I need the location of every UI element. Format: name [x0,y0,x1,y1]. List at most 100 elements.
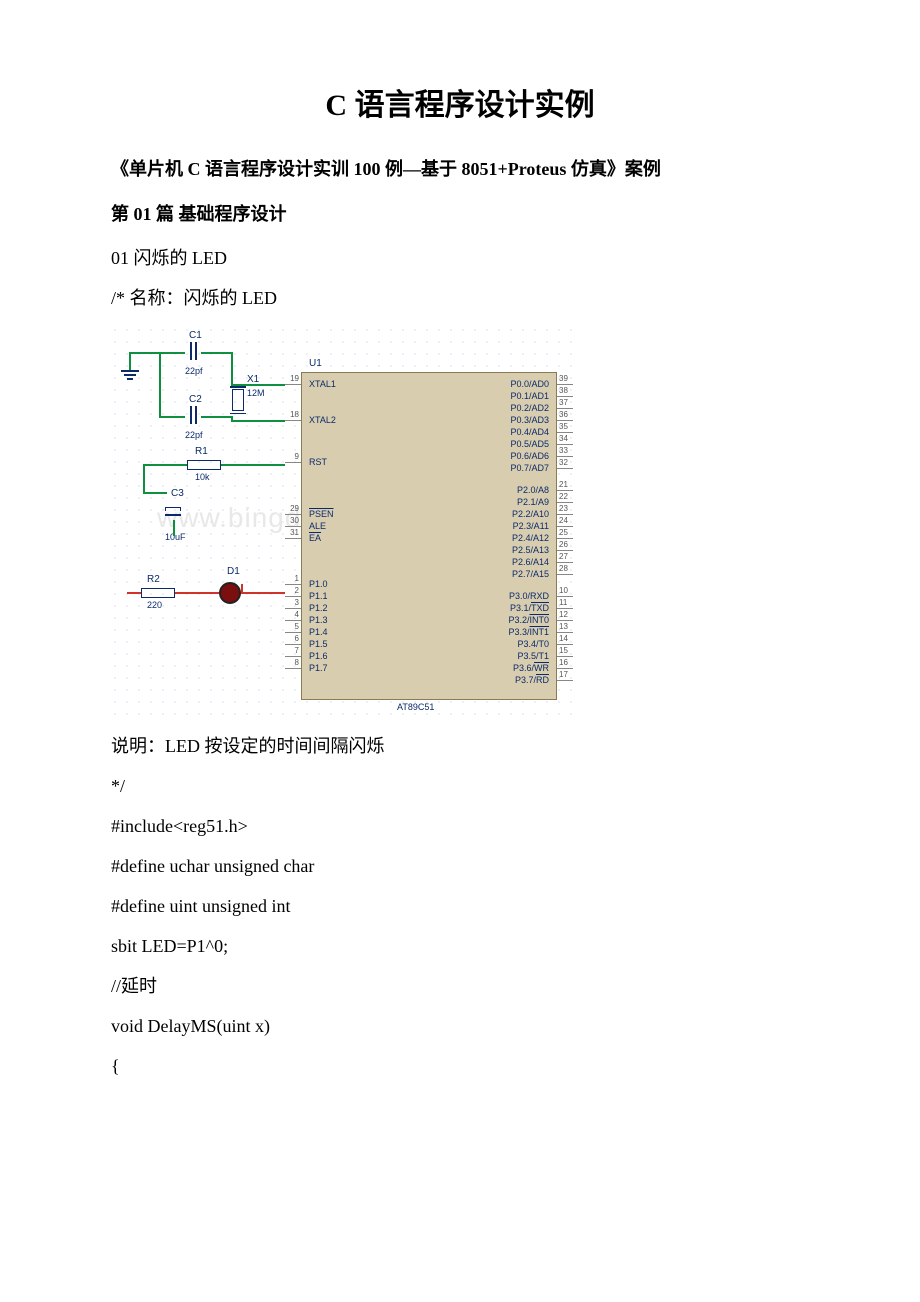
code-line: sbit LED=P1^0; [75,928,845,964]
pin-number: 22 [559,492,568,501]
pin-label: P0.5/AD5 [510,439,549,449]
pin-line [285,538,301,539]
wire [241,592,285,594]
pin-label: P0.4/AD4 [510,427,549,437]
pin-label: P1.2 [309,603,328,613]
pin-line [557,444,573,445]
pin-number: 24 [559,516,568,525]
wire [175,592,219,594]
wire [159,352,161,416]
pin-number: 33 [559,446,568,455]
comp-val-x1: 12M [247,388,265,398]
code-line: /* 名称：闪烁的 LED [75,280,845,316]
capacitor-icon [187,342,201,360]
schematic-canvas: www.bingdoc.com U1 AT89C51 19XTAL118XTAL… [107,322,577,722]
wire [143,464,187,466]
pin-label: P1.0 [309,579,328,589]
pin-line [557,468,573,469]
pin-line [285,608,301,609]
wire [127,592,141,594]
pin-label: P1.4 [309,627,328,637]
pin-label: XTAL2 [309,415,336,425]
pin-number: 37 [559,398,568,407]
schematic-figure: www.bingdoc.com U1 AT89C51 19XTAL118XTAL… [107,322,845,722]
wire [221,464,285,466]
pin-label: P1.3 [309,615,328,625]
pin-label: P3.4/T0 [517,639,549,649]
chip-ref: U1 [309,358,322,369]
pin-label: P2.4/A12 [512,533,549,543]
pin-line [557,632,573,633]
pin-line [285,596,301,597]
pin-number: 16 [559,658,568,667]
comp-val-r1: 10k [195,472,210,482]
pin-line [557,526,573,527]
pin-label: PSEN [309,509,334,519]
pin-label: P1.7 [309,663,328,673]
pin-number: 32 [559,458,568,467]
pin-number: 28 [559,564,568,573]
comp-val-c2: 22pf [185,430,203,440]
code-line: 说明：LED 按设定的时间间隔闪烁 [75,728,845,764]
pin-label: P3.2/INT0 [508,615,549,625]
pin-label: P3.1/TXD [510,603,549,613]
pin-line [557,408,573,409]
pin-line [285,420,301,421]
pin-number: 36 [559,410,568,419]
chip-part: AT89C51 [397,702,434,712]
pin-label: EA [309,533,321,543]
wire [129,352,131,370]
pin-label: P2.6/A14 [512,557,549,567]
pin-line [285,668,301,669]
page-title: C 语言程序设计实例 [75,80,845,124]
pin-line [557,538,573,539]
pin-line [285,632,301,633]
code-line: */ [75,768,845,804]
pin-line [285,514,301,515]
resistor-icon [141,588,175,598]
comp-val-r2: 220 [147,600,162,610]
pin-line [557,384,573,385]
pin-number: 34 [559,434,568,443]
pin-label: RST [309,457,327,467]
code-line: //延时 [75,968,845,1004]
pin-number: 23 [559,504,568,513]
pin-label: P2.1/A9 [517,497,549,507]
pin-number: 3 [285,598,299,607]
pin-label: P2.5/A13 [512,545,549,555]
pin-number: 1 [285,574,299,583]
code-line: #include<reg51.h> [75,808,845,844]
pin-line [557,620,573,621]
code-line: #define uint unsigned int [75,888,845,924]
code-line: { [75,1048,845,1084]
pin-number: 4 [285,610,299,619]
pin-line [285,384,301,385]
pin-label: P3.0/RXD [509,591,549,601]
pin-label: P2.2/A10 [512,509,549,519]
pin-number: 30 [285,516,299,525]
pin-line [557,668,573,669]
pin-label: P0.0/AD0 [510,379,549,389]
pin-label: P3.5/T1 [517,651,549,661]
pin-line [557,490,573,491]
pin-line [557,456,573,457]
wire [143,464,145,494]
crystal-icon [232,389,244,411]
pin-label: P3.7/RD [515,675,549,685]
pin-label: P2.7/A15 [512,569,549,579]
pin-line [285,644,301,645]
wire [231,352,233,386]
code-line: 01 闪烁的 LED [75,240,845,276]
code-line: void DelayMS(uint x) [75,1008,845,1044]
pin-number: 13 [559,622,568,631]
comp-val-c1: 22pf [185,366,203,376]
pin-label: P1.5 [309,639,328,649]
pin-number: 5 [285,622,299,631]
pin-number: 9 [285,452,299,461]
pin-label: P1.1 [309,591,328,601]
pin-line [557,596,573,597]
pin-label: P2.0/A8 [517,485,549,495]
pin-label: P3.6/WR [513,663,549,673]
pin-line [285,620,301,621]
pin-number: 25 [559,528,568,537]
